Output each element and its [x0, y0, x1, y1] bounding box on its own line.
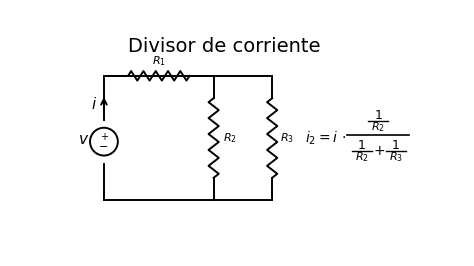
- Text: Divisor de corriente: Divisor de corriente: [128, 38, 321, 56]
- Text: +: +: [100, 131, 108, 142]
- Text: $1$: $1$: [392, 139, 400, 152]
- Text: $R_1$: $R_1$: [152, 54, 166, 68]
- Text: $R_3$: $R_3$: [280, 131, 294, 145]
- Text: $1$: $1$: [374, 109, 383, 122]
- Text: $1$: $1$: [357, 139, 366, 152]
- Text: i: i: [91, 97, 96, 112]
- Text: −: −: [99, 142, 109, 152]
- Text: $i_2 = i\,\cdot$: $i_2 = i\,\cdot$: [305, 129, 346, 147]
- Text: $R_2$: $R_2$: [223, 131, 237, 145]
- Text: $R_3$: $R_3$: [389, 150, 403, 164]
- Text: $+$: $+$: [373, 144, 385, 158]
- Text: v: v: [79, 132, 88, 147]
- Text: $R_2$: $R_2$: [355, 150, 369, 164]
- Text: $R_2$: $R_2$: [371, 120, 385, 134]
